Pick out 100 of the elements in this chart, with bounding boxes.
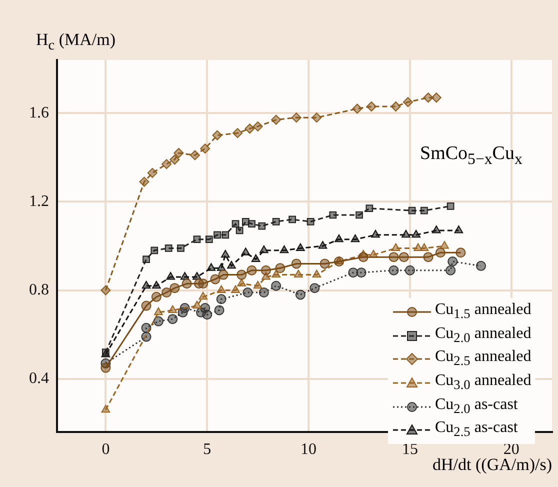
- y-tick-label: 1.2: [29, 192, 49, 210]
- point: [371, 230, 380, 238]
- point: [164, 244, 172, 252]
- point: [398, 252, 409, 262]
- legend-label: Cu$_{3.0}$ annealed: [435, 371, 532, 394]
- point: [431, 92, 442, 103]
- x-axis-title: dH/dt ((GA/m)/s): [432, 455, 552, 475]
- point: [423, 92, 434, 103]
- point: [242, 218, 250, 226]
- point: [390, 102, 401, 112]
- point: [446, 202, 454, 210]
- point: [271, 280, 282, 291]
- point: [142, 256, 150, 263]
- point: [210, 274, 220, 284]
- point: [180, 272, 190, 280]
- point: [366, 204, 374, 212]
- point: [216, 285, 226, 294]
- point: [446, 265, 456, 276]
- point: [294, 270, 303, 278]
- point: [216, 294, 226, 304]
- x-tick-label: 0: [102, 440, 110, 458]
- point: [170, 283, 180, 294]
- point: [412, 230, 420, 238]
- point: [174, 148, 184, 158]
- point: [260, 245, 268, 254]
- point: [320, 258, 330, 269]
- point: [388, 252, 399, 262]
- point: [440, 241, 449, 249]
- point: [356, 211, 363, 219]
- point: [435, 248, 446, 258]
- point: [231, 285, 240, 294]
- point: [150, 246, 158, 254]
- point: [237, 278, 246, 286]
- legend-label: Cu$_{2.5}$ annealed: [435, 347, 532, 371]
- point: [141, 300, 152, 311]
- point: [205, 236, 213, 244]
- point: [248, 220, 256, 228]
- point: [101, 404, 110, 413]
- point: [236, 226, 244, 234]
- point: [200, 144, 210, 154]
- point: [275, 263, 286, 274]
- point: [251, 254, 260, 262]
- point: [198, 278, 208, 289]
- point: [168, 305, 178, 313]
- point: [329, 211, 337, 219]
- point: [402, 97, 413, 108]
- point: [241, 248, 250, 256]
- point: [288, 216, 296, 224]
- point: [388, 265, 399, 276]
- point: [168, 314, 178, 324]
- point: [252, 121, 263, 132]
- point: [214, 305, 224, 316]
- y-tick-label: 1.6: [29, 104, 49, 122]
- point: [391, 243, 400, 251]
- point: [356, 268, 366, 278]
- point: [348, 268, 358, 278]
- point: [448, 256, 458, 266]
- point: [170, 154, 180, 165]
- point: [198, 292, 208, 300]
- point: [192, 272, 202, 280]
- point: [258, 288, 269, 298]
- point: [152, 280, 161, 289]
- x-tick-label: 10: [300, 440, 317, 458]
- point: [202, 310, 212, 320]
- point: [476, 260, 486, 271]
- point: [192, 300, 202, 309]
- point: [236, 270, 247, 280]
- point: [258, 222, 266, 230]
- point: [454, 226, 464, 234]
- point: [214, 231, 221, 239]
- point: [177, 244, 184, 252]
- point: [312, 112, 322, 123]
- point: [220, 250, 230, 258]
- point: [456, 248, 466, 258]
- point: [404, 265, 415, 276]
- point: [242, 288, 253, 298]
- point: [100, 285, 111, 296]
- point: [139, 176, 150, 187]
- point: [151, 292, 162, 302]
- point: [154, 307, 163, 316]
- point: [162, 288, 172, 298]
- y-tick-label: 0.4: [29, 370, 49, 388]
- point: [291, 112, 302, 123]
- point: [260, 265, 271, 276]
- point: [272, 270, 280, 278]
- point: [212, 130, 222, 140]
- point: [206, 263, 216, 271]
- point: [358, 252, 368, 262]
- point: [366, 102, 376, 112]
- point: [232, 220, 240, 228]
- point: [216, 263, 226, 271]
- point: [153, 316, 164, 326]
- legend-label: Cu$_{2.0}$ annealed: [435, 324, 532, 347]
- point: [271, 114, 282, 125]
- point: [218, 270, 228, 280]
- point: [420, 206, 428, 214]
- point: [162, 159, 172, 170]
- point: [334, 234, 344, 242]
- point: [193, 236, 201, 244]
- point: [306, 218, 314, 226]
